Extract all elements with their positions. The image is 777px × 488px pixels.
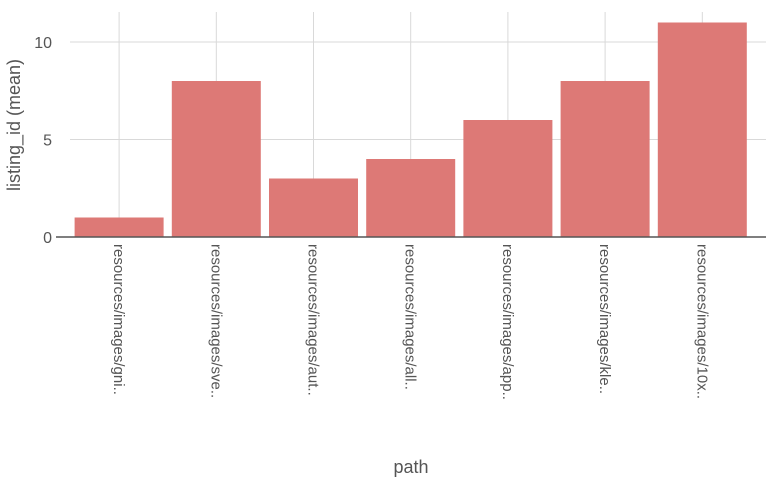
y-tick-label: 0 (43, 230, 52, 247)
bar-layer (74, 22, 747, 237)
bar (657, 22, 747, 237)
label-layer: 0 5 10 resources/images/gni.. resources/imag… (34, 35, 710, 400)
bar (366, 159, 456, 237)
x-axis-title: path (393, 457, 428, 477)
bar (269, 178, 358, 237)
bar (560, 81, 650, 237)
y-axis-title: listing_id (mean) (4, 59, 25, 191)
x-tick-label: resources/images/10x.. (693, 244, 710, 399)
bar (74, 217, 164, 237)
x-tick-label: resources/images/app.. (499, 244, 516, 400)
bar (171, 81, 261, 237)
y-tick-label: 5 (43, 133, 52, 150)
x-tick-label: resources/images/aut.. (305, 244, 322, 396)
y-tick-label: 10 (34, 35, 52, 52)
x-tick-label: resources/images/all.. (402, 244, 419, 390)
x-tick-label: resources/images/kle.. (596, 244, 613, 394)
x-tick-label: resources/images/gni.. (110, 244, 127, 395)
x-tick-label: resources/images/sve.. (207, 244, 224, 398)
bar (463, 120, 553, 237)
